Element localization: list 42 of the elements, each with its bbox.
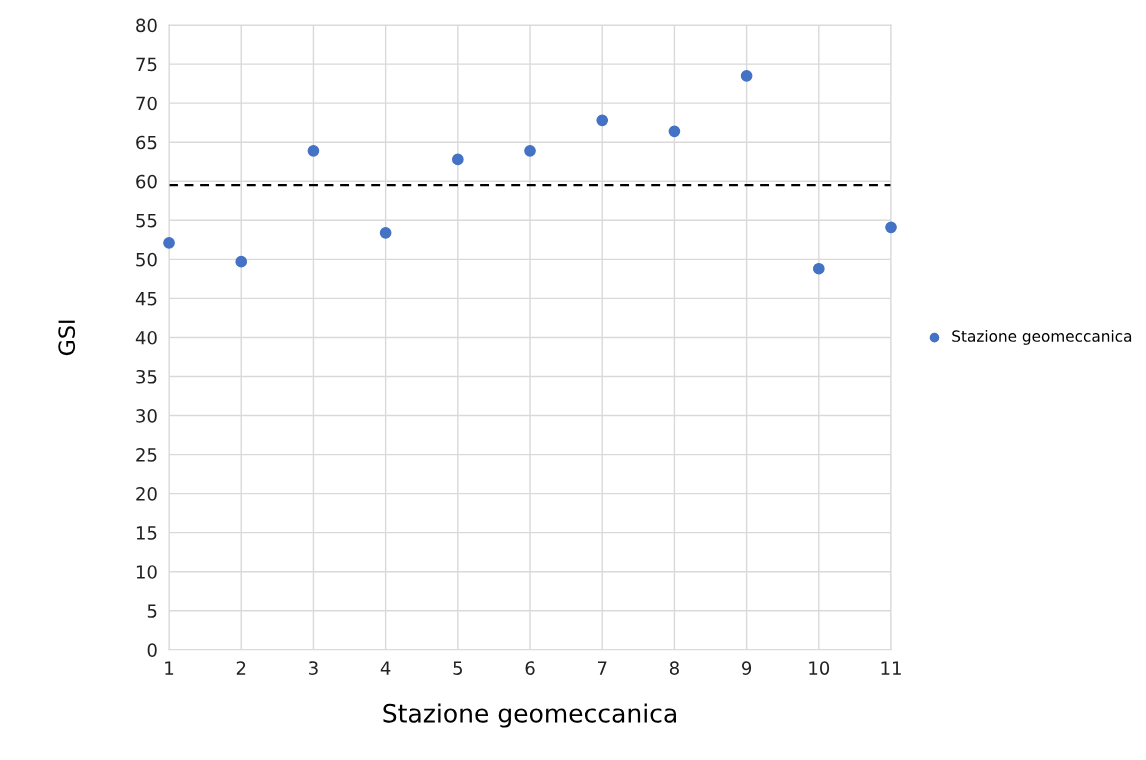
x-tick-label: 4 xyxy=(380,661,391,675)
point xyxy=(307,144,320,157)
y-tick-label: 10 xyxy=(136,565,157,579)
point xyxy=(668,125,681,138)
y-tick-label: 5 xyxy=(147,604,157,618)
y-tick-label: 20 xyxy=(136,487,157,501)
point xyxy=(163,237,175,249)
point xyxy=(235,255,248,268)
y-tick-label: 65 xyxy=(136,135,157,150)
x-tick-label: 2 xyxy=(236,661,246,675)
y-tick-label: 25 xyxy=(136,448,157,462)
point xyxy=(596,114,609,127)
x-tick-label: 6 xyxy=(525,661,535,675)
point xyxy=(451,153,464,166)
point xyxy=(379,226,392,239)
x-tick-label: 7 xyxy=(597,661,607,675)
x-axis-title: Stazione geomeccanica xyxy=(383,703,676,728)
point xyxy=(885,221,897,234)
x-tick-label: 1 xyxy=(165,661,174,675)
y-tick-label: 70 xyxy=(136,96,157,111)
y-tick-label: 30 xyxy=(136,408,157,423)
y-tick-label: 55 xyxy=(136,214,157,228)
x-tick-label: 5 xyxy=(453,661,462,675)
y-tick-label: 80 xyxy=(136,18,157,33)
y-tick-label: 75 xyxy=(136,57,157,72)
x-tick-label: 8 xyxy=(669,661,679,675)
y-tick-label: 60 xyxy=(136,174,157,189)
point xyxy=(740,69,753,82)
y-axis-title: GSI xyxy=(58,320,76,356)
y-tick-label: 35 xyxy=(136,369,157,384)
y-tick-label: 40 xyxy=(135,330,157,345)
legend-label: Stazione geomeccanica xyxy=(952,330,1132,345)
x-tick-label: 11 xyxy=(881,661,901,675)
y-tick-label: 45 xyxy=(135,292,157,306)
y-tick-label: 15 xyxy=(136,526,157,540)
x-tick-label: 10 xyxy=(809,661,830,675)
x-tick-label: 3 xyxy=(309,661,318,675)
point xyxy=(524,144,536,157)
y-tick-label: 0 xyxy=(147,643,157,657)
x-tick-label: 9 xyxy=(742,661,752,675)
y-tick-label: 50 xyxy=(136,252,157,267)
point xyxy=(812,262,825,275)
